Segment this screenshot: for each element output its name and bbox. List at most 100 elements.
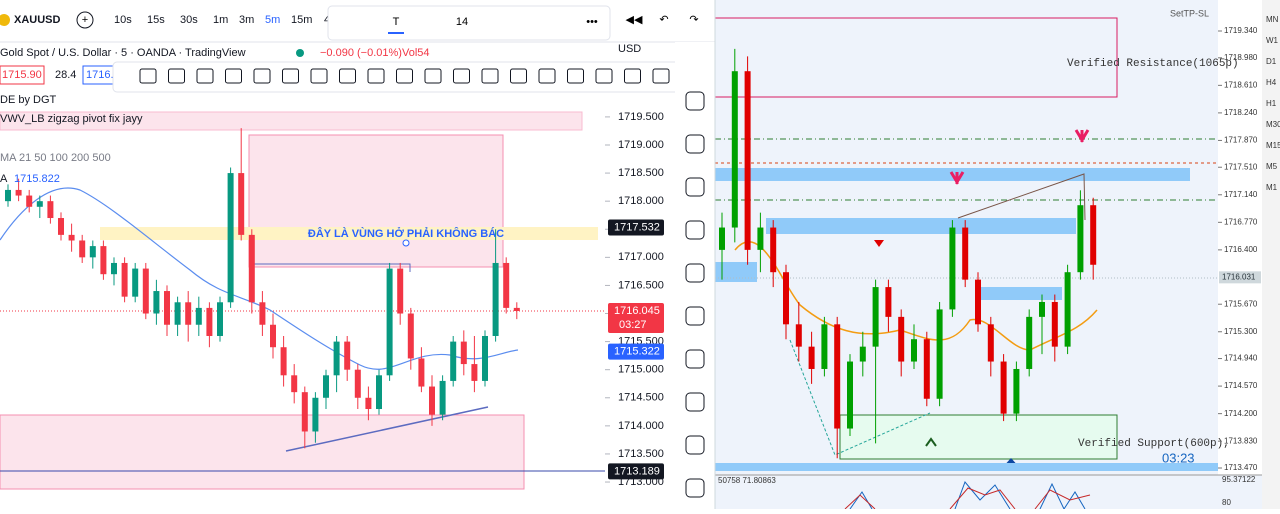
timeframe-bar xyxy=(1262,0,1280,509)
candle-body xyxy=(344,341,351,370)
price-badge-label: 1716.045 xyxy=(614,305,660,317)
tool-icon[interactable] xyxy=(339,68,356,84)
candle-body xyxy=(195,307,202,325)
add-symbol[interactable] xyxy=(76,11,94,29)
ma-value: 1715.822 xyxy=(14,173,60,185)
interval[interactable]: 30s xyxy=(180,14,198,26)
y-tick-label: 1719.340 xyxy=(1224,26,1258,35)
y-tick-label: 1713.470 xyxy=(1224,463,1258,472)
right-price-axis xyxy=(1218,0,1262,475)
interval[interactable]: 10s xyxy=(114,14,132,26)
timeframe[interactable]: H1 xyxy=(1266,99,1277,108)
timeframe[interactable]: H4 xyxy=(1266,78,1277,87)
tool-icon[interactable] xyxy=(510,68,527,84)
panel-title: SetTP-SL xyxy=(1170,8,1209,18)
font-size[interactable]: 14 xyxy=(456,16,468,28)
more[interactable]: ••• xyxy=(586,16,598,28)
y-tick-label: 1718.000 xyxy=(618,195,664,207)
candle-body xyxy=(482,335,488,381)
tool-icon[interactable] xyxy=(396,68,413,84)
right-candles xyxy=(719,48,1097,459)
side-icon[interactable] xyxy=(685,177,705,197)
candle-body xyxy=(911,339,917,362)
sell-box[interactable] xyxy=(0,65,45,85)
candle-body xyxy=(323,375,329,398)
interval[interactable]: 3m xyxy=(239,14,254,26)
side-icon[interactable] xyxy=(685,306,705,326)
side-icon[interactable] xyxy=(685,91,705,111)
zone xyxy=(100,227,598,240)
price-axis xyxy=(605,95,675,509)
candle-body xyxy=(47,201,54,219)
side-icon[interactable] xyxy=(685,220,705,240)
y-tick-label: 1716.770 xyxy=(1224,217,1258,226)
timeframe[interactable]: D1 xyxy=(1266,57,1277,66)
tool-icon[interactable] xyxy=(595,68,613,84)
tool-icon[interactable] xyxy=(225,68,242,84)
tool-icon[interactable] xyxy=(168,68,185,84)
text-tool[interactable]: T xyxy=(393,16,400,28)
candle-body xyxy=(872,287,879,347)
tool-icon[interactable] xyxy=(624,68,641,84)
tool-icon[interactable] xyxy=(310,68,328,84)
timeframe[interactable]: W1 xyxy=(1266,36,1279,45)
candle-body xyxy=(859,346,866,362)
candle-body xyxy=(386,268,393,376)
ma-label: A xyxy=(0,173,8,185)
candle-body xyxy=(1013,368,1020,414)
zigzag xyxy=(789,339,931,456)
tool-icon[interactable] xyxy=(538,68,556,84)
tool-icon[interactable] xyxy=(424,68,442,84)
zone xyxy=(0,414,525,490)
timeframe[interactable]: MN xyxy=(1266,15,1279,24)
signal-arrow xyxy=(949,171,965,185)
side-icon[interactable] xyxy=(685,478,705,498)
currency[interactable]: USD xyxy=(618,43,641,55)
interval[interactable]: 1m xyxy=(213,14,228,26)
interval[interactable]: 15m xyxy=(291,14,312,26)
sell-price[interactable]: 1715.90 xyxy=(2,69,42,81)
side-icon[interactable] xyxy=(685,134,705,154)
tool-icon[interactable] xyxy=(367,68,385,84)
zone xyxy=(715,262,757,282)
tool-icon[interactable] xyxy=(196,68,214,84)
oscillator-tick: 95.37122 xyxy=(1222,475,1256,484)
candle-body xyxy=(460,341,467,365)
buy-price[interactable]: 1716. xyxy=(86,69,114,81)
candle-body xyxy=(1039,301,1045,317)
candle-body xyxy=(5,189,11,202)
timeframe[interactable]: M5 xyxy=(1266,162,1278,171)
tool-icon[interactable] xyxy=(139,68,157,84)
candle-body xyxy=(885,287,892,317)
candle-body xyxy=(847,361,853,429)
symbol[interactable]: XAUUSD xyxy=(14,14,61,26)
side-icon[interactable] xyxy=(685,435,705,455)
candle-body xyxy=(312,397,319,432)
side-icon[interactable] xyxy=(685,349,705,369)
redo[interactable]: ↷ xyxy=(689,14,698,26)
candle-body xyxy=(280,347,287,376)
zone xyxy=(980,287,1062,300)
candle-body xyxy=(1000,361,1007,414)
interval[interactable]: 5m xyxy=(265,14,280,26)
timeframe[interactable]: M15 xyxy=(1266,141,1280,150)
moving-average xyxy=(0,187,519,370)
y-tick-label: 1719.500 xyxy=(618,111,664,123)
interval[interactable]: 15s xyxy=(147,14,165,26)
timeframe[interactable]: M1 xyxy=(1266,183,1278,192)
side-icon[interactable] xyxy=(685,392,705,412)
rewind[interactable]: ◀◀ xyxy=(626,14,643,26)
tool-icon[interactable] xyxy=(652,68,670,84)
oscillator-tick: 80 xyxy=(1222,498,1231,507)
tool-icon[interactable] xyxy=(282,68,299,84)
candle-body xyxy=(227,173,234,303)
timeframe[interactable]: M30 xyxy=(1266,120,1280,129)
candle-body xyxy=(100,246,107,275)
candle-body xyxy=(783,272,789,325)
tool-icon[interactable] xyxy=(253,68,271,84)
side-icon[interactable] xyxy=(685,263,705,283)
tool-icon[interactable] xyxy=(453,68,470,84)
tool-icon[interactable] xyxy=(567,68,584,84)
tool-icon[interactable] xyxy=(481,68,499,84)
undo[interactable]: ↶ xyxy=(659,14,668,26)
